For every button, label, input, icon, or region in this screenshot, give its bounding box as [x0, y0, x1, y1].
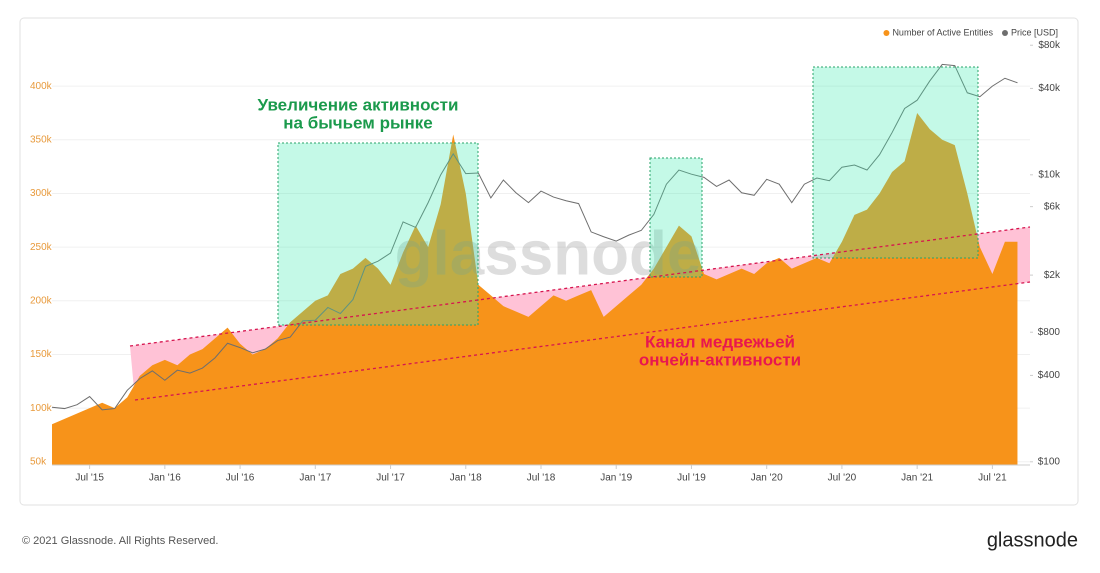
y-tick-label: 400k [30, 81, 53, 92]
x-tick-label: Jul '19 [677, 473, 706, 484]
bull-box [649, 157, 703, 278]
x-tick-label: Jan '18 [450, 473, 482, 484]
y2-tick-label: $80k [1038, 40, 1061, 51]
channel-line [134, 281, 1031, 401]
annotation-shapes [129, 66, 1031, 401]
y-tick-label: 50k [30, 456, 47, 467]
bull-box [277, 142, 479, 326]
x-tick-label: Jul '21 [978, 473, 1007, 484]
plot [51, 63, 1018, 465]
y-tick-label: 250k [30, 242, 53, 253]
annotation: ончейн-активности [639, 350, 801, 369]
axes: 50k 100k 150k 200k 250k 300k 350k 400k $100 $400 $… [30, 27, 1061, 483]
x-tick-label: Jul '15 [75, 473, 104, 484]
x-tick-label: Jan '16 [149, 473, 181, 484]
y-tick-label: 350k [30, 134, 53, 145]
legend-label: Price [USD] [1011, 27, 1058, 37]
legend-marker [883, 30, 890, 36]
x-tick-label: Jan '17 [299, 473, 331, 484]
area [52, 112, 1018, 465]
channel-line [129, 226, 1031, 347]
x-tick-label: Jan '21 [901, 473, 933, 484]
x-tick-label: Jul '17 [376, 473, 405, 484]
bull-box [812, 66, 979, 259]
x-tick-label: Jul '20 [828, 473, 857, 484]
y2-tick-label: $6k [1044, 201, 1061, 212]
x-tick-label: Jul '16 [226, 473, 255, 484]
y-tick-label: 300k [30, 188, 53, 199]
legend-marker [1001, 30, 1008, 36]
x-tick-label: Jul '18 [527, 473, 556, 484]
x-tick-label: Jan '19 [600, 473, 632, 484]
y2-tick-label: $100 [1038, 456, 1061, 467]
y-tick-label: 150k [30, 349, 53, 360]
x-tick-label: Jan '20 [751, 473, 783, 484]
annotation: Увеличение активности [258, 95, 459, 114]
annotation: Канал медвежьей [645, 332, 795, 351]
y2-tick-label: $800 [1038, 327, 1061, 338]
y2-tick-label: $40k [1038, 83, 1061, 94]
legend-label: Number of Active Entities [892, 27, 993, 37]
copyright: © 2021 Glassnode. All Rights Reserved. [22, 535, 218, 547]
y-tick-label: 100k [30, 403, 53, 414]
y2-tick-label: $10k [1038, 169, 1061, 180]
annotation: на бычьем рынке [283, 113, 432, 132]
logo: glassnode [987, 529, 1078, 551]
y-tick-label: 200k [30, 295, 53, 306]
line [51, 63, 1018, 411]
y2-tick-label: $400 [1038, 370, 1061, 381]
y2-tick-label: $2k [1044, 270, 1061, 281]
